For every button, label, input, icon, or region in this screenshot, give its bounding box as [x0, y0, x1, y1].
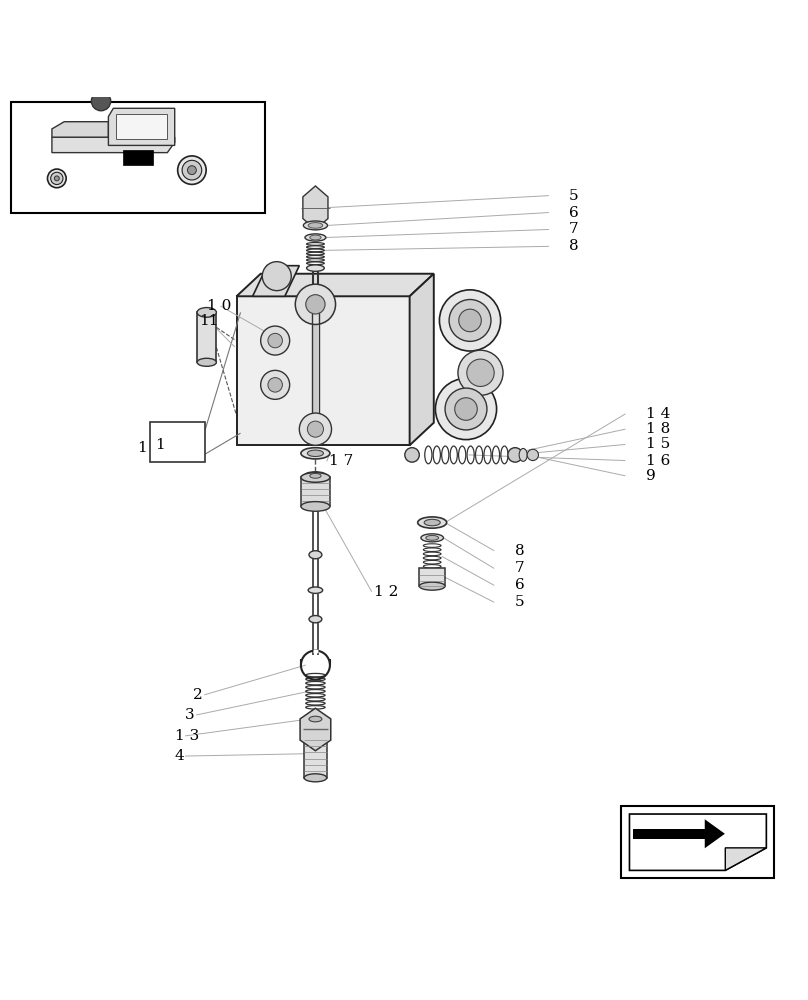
Polygon shape: [52, 137, 175, 153]
Circle shape: [261, 370, 289, 399]
Ellipse shape: [301, 448, 330, 459]
Ellipse shape: [301, 502, 330, 511]
Circle shape: [449, 299, 491, 341]
Ellipse shape: [304, 472, 326, 480]
Circle shape: [261, 326, 289, 355]
Circle shape: [527, 449, 538, 461]
Circle shape: [445, 388, 487, 430]
Circle shape: [440, 290, 501, 351]
Circle shape: [48, 169, 66, 188]
Polygon shape: [237, 274, 434, 296]
Circle shape: [299, 413, 331, 445]
Text: 1 4: 1 4: [646, 407, 670, 421]
Circle shape: [459, 309, 482, 332]
Ellipse shape: [309, 616, 322, 623]
Circle shape: [455, 398, 478, 420]
Polygon shape: [253, 266, 299, 296]
Polygon shape: [629, 814, 766, 870]
Polygon shape: [303, 186, 328, 229]
Text: 6: 6: [569, 206, 579, 220]
Ellipse shape: [520, 448, 527, 461]
Circle shape: [263, 262, 291, 291]
Circle shape: [268, 333, 283, 348]
Text: 8: 8: [569, 239, 579, 253]
Ellipse shape: [309, 235, 321, 240]
Bar: [304, 734, 326, 778]
Circle shape: [91, 91, 111, 111]
Ellipse shape: [304, 774, 326, 782]
Ellipse shape: [308, 223, 322, 228]
Circle shape: [295, 284, 335, 324]
Text: 4: 4: [175, 749, 184, 763]
Circle shape: [305, 295, 325, 314]
Circle shape: [458, 350, 503, 395]
Polygon shape: [237, 296, 410, 445]
Ellipse shape: [418, 517, 447, 528]
Polygon shape: [52, 122, 108, 137]
Circle shape: [187, 166, 196, 175]
Text: 9: 9: [646, 469, 655, 483]
Circle shape: [51, 172, 63, 185]
Text: 2: 2: [193, 688, 203, 702]
Ellipse shape: [309, 473, 321, 478]
Ellipse shape: [197, 308, 217, 317]
Bar: [633, 829, 705, 839]
Text: 5: 5: [569, 189, 579, 203]
Text: 1 0: 1 0: [207, 299, 231, 313]
Polygon shape: [410, 274, 434, 445]
Polygon shape: [108, 108, 175, 145]
Bar: [301, 477, 330, 506]
Text: 1 8: 1 8: [646, 422, 670, 436]
Ellipse shape: [424, 519, 440, 526]
Text: 7: 7: [516, 561, 524, 575]
Circle shape: [508, 448, 522, 462]
Bar: [123, 150, 153, 165]
Text: 3: 3: [185, 708, 195, 722]
Text: 1 5: 1 5: [646, 437, 670, 451]
Bar: [419, 568, 445, 586]
Bar: [150, 422, 205, 462]
Ellipse shape: [308, 587, 322, 593]
Polygon shape: [116, 114, 167, 139]
Circle shape: [307, 421, 323, 437]
Text: 8: 8: [516, 544, 524, 558]
Circle shape: [405, 448, 419, 462]
Ellipse shape: [303, 714, 327, 724]
Text: 1 6: 1 6: [646, 454, 670, 468]
Circle shape: [436, 378, 497, 440]
Text: 1: 1: [137, 441, 146, 455]
Text: 6: 6: [516, 578, 525, 592]
Text: 5: 5: [516, 595, 524, 609]
Ellipse shape: [426, 535, 439, 540]
Ellipse shape: [419, 582, 445, 590]
Ellipse shape: [301, 473, 330, 482]
Ellipse shape: [309, 716, 322, 722]
Bar: [197, 312, 217, 362]
Circle shape: [467, 359, 494, 386]
Text: 1 3: 1 3: [175, 729, 199, 743]
Ellipse shape: [303, 221, 327, 230]
Text: 7: 7: [569, 222, 579, 236]
Circle shape: [178, 156, 206, 184]
Polygon shape: [705, 819, 725, 848]
Bar: [11, 102, 265, 213]
Text: 1 2: 1 2: [374, 585, 398, 599]
Polygon shape: [300, 708, 330, 751]
Ellipse shape: [307, 450, 323, 457]
Polygon shape: [726, 848, 766, 870]
Ellipse shape: [421, 534, 444, 542]
Ellipse shape: [309, 551, 322, 559]
Ellipse shape: [197, 358, 217, 366]
Bar: [624, 808, 772, 876]
Ellipse shape: [306, 265, 324, 271]
Circle shape: [54, 176, 59, 181]
Text: 1: 1: [155, 438, 165, 452]
Circle shape: [268, 378, 283, 392]
Ellipse shape: [305, 234, 326, 241]
Circle shape: [182, 160, 202, 180]
Text: 11: 11: [199, 314, 218, 328]
Bar: [621, 806, 774, 878]
Text: 1 7: 1 7: [329, 454, 353, 468]
